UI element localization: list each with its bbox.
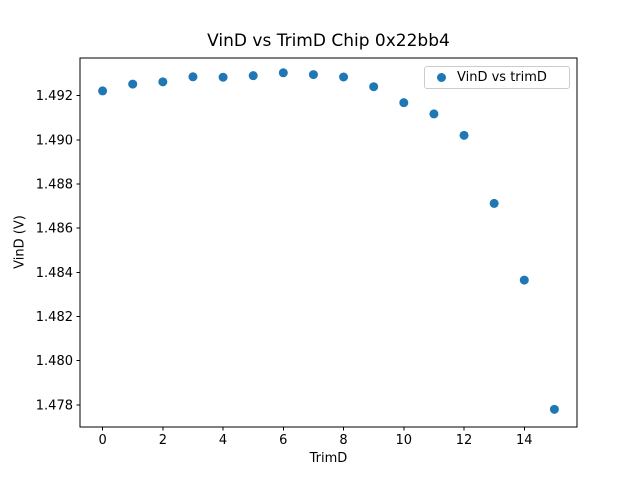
data-point	[519, 275, 529, 285]
x-tick-label: 4	[219, 433, 227, 448]
data-point	[188, 72, 198, 82]
data-point	[549, 404, 559, 414]
y-tick-label: 1.484	[36, 266, 73, 281]
data-point	[98, 86, 108, 96]
x-tick-label: 2	[159, 433, 167, 448]
x-tick-label: 0	[98, 433, 106, 448]
data-point	[429, 109, 439, 119]
x-tick-label: 6	[279, 433, 287, 448]
legend: VinD vs trimD	[424, 66, 570, 89]
data-point	[489, 198, 499, 208]
y-tick-label: 1.488	[36, 177, 73, 192]
data-point	[308, 70, 318, 80]
x-tick-label: 10	[396, 433, 413, 448]
y-tick-label: 1.478	[36, 398, 73, 413]
data-point	[248, 71, 258, 81]
chart-title: VinD vs TrimD Chip 0x22bb4	[207, 31, 450, 51]
axes-frame	[79, 57, 578, 428]
data-point	[369, 82, 379, 92]
y-tick-label: 1.486	[36, 222, 73, 237]
scatter-marker-icon	[437, 73, 446, 82]
data-point	[399, 98, 409, 108]
x-tick-label: 12	[456, 433, 473, 448]
x-axis-label: TrimD	[309, 451, 348, 466]
y-tick-label: 1.480	[36, 354, 73, 369]
data-point	[459, 130, 469, 140]
legend-label: VinD vs trimD	[457, 70, 547, 85]
data-point	[158, 77, 168, 87]
data-point	[218, 72, 228, 82]
data-point	[278, 68, 288, 78]
x-tick-label: 8	[339, 433, 347, 448]
y-tick-label: 1.492	[36, 89, 73, 104]
x-tick-label: 14	[516, 433, 533, 448]
y-tick-label: 1.490	[36, 133, 73, 148]
data-point	[128, 79, 138, 89]
y-tick-label: 1.482	[36, 310, 73, 325]
data-point	[339, 72, 349, 82]
